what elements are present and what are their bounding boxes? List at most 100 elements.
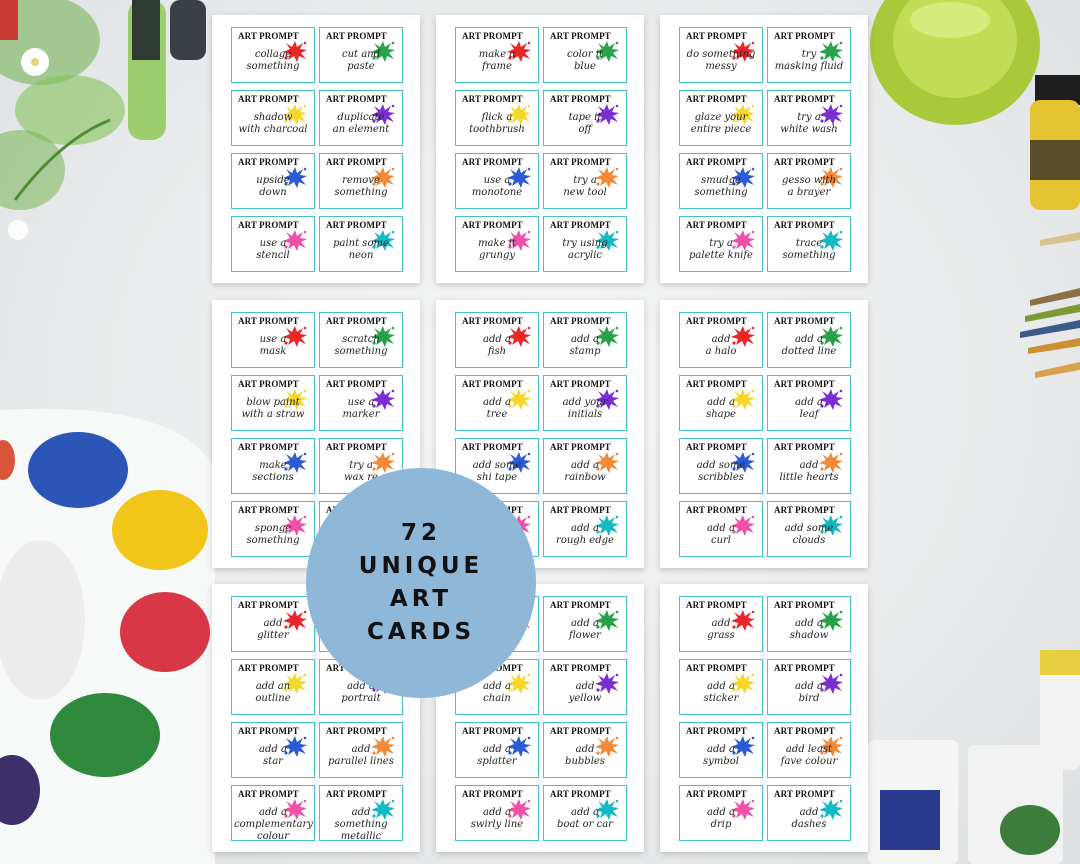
- card-title: ART PROMPT: [238, 316, 299, 326]
- card-prompt-text: gesso with a brayer: [782, 175, 836, 198]
- card-prompt-text: duplicate an element: [332, 112, 390, 135]
- card-prompt-text: paint some neon: [333, 238, 389, 261]
- card-title: ART PROMPT: [462, 726, 523, 736]
- card-title: ART PROMPT: [238, 157, 299, 167]
- paint-splat-icon: [731, 389, 755, 410]
- card-sheet: ART PROMPT collage something ART PROMPT cut…: [212, 15, 420, 283]
- paint-splat-icon: [371, 389, 395, 410]
- card-title: ART PROMPT: [774, 789, 835, 799]
- art-prompt-card: ART PROMPT cut and paste: [319, 27, 403, 83]
- paint-splat-icon: [507, 104, 531, 125]
- paint-splat-icon: [283, 326, 307, 347]
- art-prompt-card: ART PROMPT add least fave colour: [767, 722, 851, 778]
- card-sheet: ART PROMPT make a frame ART PROMPT color it…: [436, 15, 644, 283]
- card-prompt-text: add a shape: [706, 397, 736, 420]
- art-prompt-card: ART PROMPT add grass: [679, 596, 763, 652]
- paint-splat-icon: [507, 673, 531, 694]
- card-prompt-text: add little hearts: [779, 460, 839, 483]
- paint-splat-icon: [371, 167, 395, 188]
- art-prompt-card: ART PROMPT add a sticker: [679, 659, 763, 715]
- plant-icon: [0, 0, 125, 240]
- card-title: ART PROMPT: [774, 600, 835, 610]
- card-prompt-text: add a sticker: [703, 681, 739, 704]
- paint-splat-icon: [731, 230, 755, 251]
- card-prompt-text: upside down: [256, 175, 290, 198]
- paint-splat-icon: [371, 326, 395, 347]
- card-prompt-text: blow paint with a straw: [241, 397, 305, 420]
- card-title: ART PROMPT: [462, 31, 523, 41]
- card-title: ART PROMPT: [462, 316, 523, 326]
- paint-splat-icon: [283, 452, 307, 473]
- card-title: ART PROMPT: [238, 663, 299, 673]
- art-prompt-card: ART PROMPT scratch something: [319, 312, 403, 368]
- art-prompt-card: ART PROMPT add your initials: [543, 375, 627, 431]
- card-title: ART PROMPT: [550, 31, 611, 41]
- art-prompt-card: ART PROMPT tape it off: [543, 90, 627, 146]
- card-title: ART PROMPT: [774, 157, 835, 167]
- art-prompt-card: ART PROMPT add a leaf: [767, 375, 851, 431]
- card-title: ART PROMPT: [462, 379, 523, 389]
- card-prompt-text: try using acrylic: [562, 238, 608, 261]
- art-prompt-card: ART PROMPT add a fish: [455, 312, 539, 368]
- art-prompt-card: ART PROMPT do something messy: [679, 27, 763, 83]
- paint-splat-icon: [507, 799, 531, 820]
- card-title: ART PROMPT: [550, 316, 611, 326]
- card-prompt-text: tape it off: [568, 112, 602, 135]
- card-prompt-text: use a stencil: [256, 238, 290, 261]
- card-title: ART PROMPT: [550, 157, 611, 167]
- paint-splat-icon: [731, 326, 755, 347]
- card-title: ART PROMPT: [686, 220, 747, 230]
- card-prompt-text: add a star: [259, 744, 287, 767]
- card-title: ART PROMPT: [774, 379, 835, 389]
- card-prompt-text: use a marker: [342, 397, 380, 420]
- card-prompt-text: add something metallic: [334, 807, 388, 841]
- card-title: ART PROMPT: [686, 157, 747, 167]
- paint-splat-icon: [731, 736, 755, 757]
- paint-splat-icon: [595, 389, 619, 410]
- card-title: ART PROMPT: [550, 442, 611, 452]
- card-title: ART PROMPT: [550, 379, 611, 389]
- art-prompt-card: ART PROMPT duplicate an element: [319, 90, 403, 146]
- card-title: ART PROMPT: [686, 789, 747, 799]
- card-title: ART PROMPT: [326, 94, 387, 104]
- card-prompt-text: shadow with charcoal: [238, 112, 308, 135]
- paint-splat-icon: [507, 326, 531, 347]
- paint-splat-icon: [283, 104, 307, 125]
- paint-splat-icon: [819, 326, 843, 347]
- paint-splat-icon: [819, 799, 843, 820]
- art-prompt-card: ART PROMPT add a bird: [767, 659, 851, 715]
- card-title: ART PROMPT: [774, 316, 835, 326]
- art-prompt-card: ART PROMPT add a drip: [679, 785, 763, 841]
- card-prompt-text: add your initials: [562, 397, 608, 420]
- card-prompt-text: add least fave colour: [780, 744, 838, 767]
- card-sheet: ART PROMPT add a halo ART PROMPT add a dott…: [660, 300, 868, 568]
- card-prompt-text: add an outline: [255, 681, 291, 704]
- palette-icon: [0, 408, 215, 864]
- card-title: ART PROMPT: [238, 31, 299, 41]
- art-prompt-card: ART PROMPT add some clouds: [767, 501, 851, 557]
- art-prompt-card: ART PROMPT try a palette knife: [679, 216, 763, 272]
- art-prompt-card: ART PROMPT add a halo: [679, 312, 763, 368]
- card-grid: ART PROMPT add a halo ART PROMPT add a dott…: [679, 312, 851, 557]
- card-prompt-text: add a rainbow: [564, 460, 606, 483]
- card-prompt-text: add bubbles: [565, 744, 605, 767]
- card-prompt-text: add a complementary colour: [234, 807, 313, 841]
- card-title: ART PROMPT: [550, 663, 611, 673]
- card-title: ART PROMPT: [326, 789, 387, 799]
- card-title: ART PROMPT: [462, 442, 523, 452]
- art-prompt-card: ART PROMPT add a shape: [679, 375, 763, 431]
- paint-splat-icon: [507, 41, 531, 62]
- card-title: ART PROMPT: [326, 726, 387, 736]
- card-title: ART PROMPT: [326, 220, 387, 230]
- art-prompt-card: ART PROMPT add yellow: [543, 659, 627, 715]
- card-grid: ART PROMPT add grass ART PROMPT add a shado…: [679, 596, 851, 841]
- paint-splat-icon: [731, 610, 755, 631]
- card-prompt-text: add some scribbles: [696, 460, 746, 483]
- art-prompt-card: ART PROMPT add a dotted line: [767, 312, 851, 368]
- art-prompt-card: ART PROMPT glaze your entire piece: [679, 90, 763, 146]
- paint-splat-icon: [371, 799, 395, 820]
- card-prompt-text: add some shi tape: [472, 460, 522, 483]
- paint-splat-icon: [731, 452, 755, 473]
- card-prompt-text: add a boat or car: [557, 807, 613, 830]
- badge-line-2: UNIQUE: [358, 553, 484, 579]
